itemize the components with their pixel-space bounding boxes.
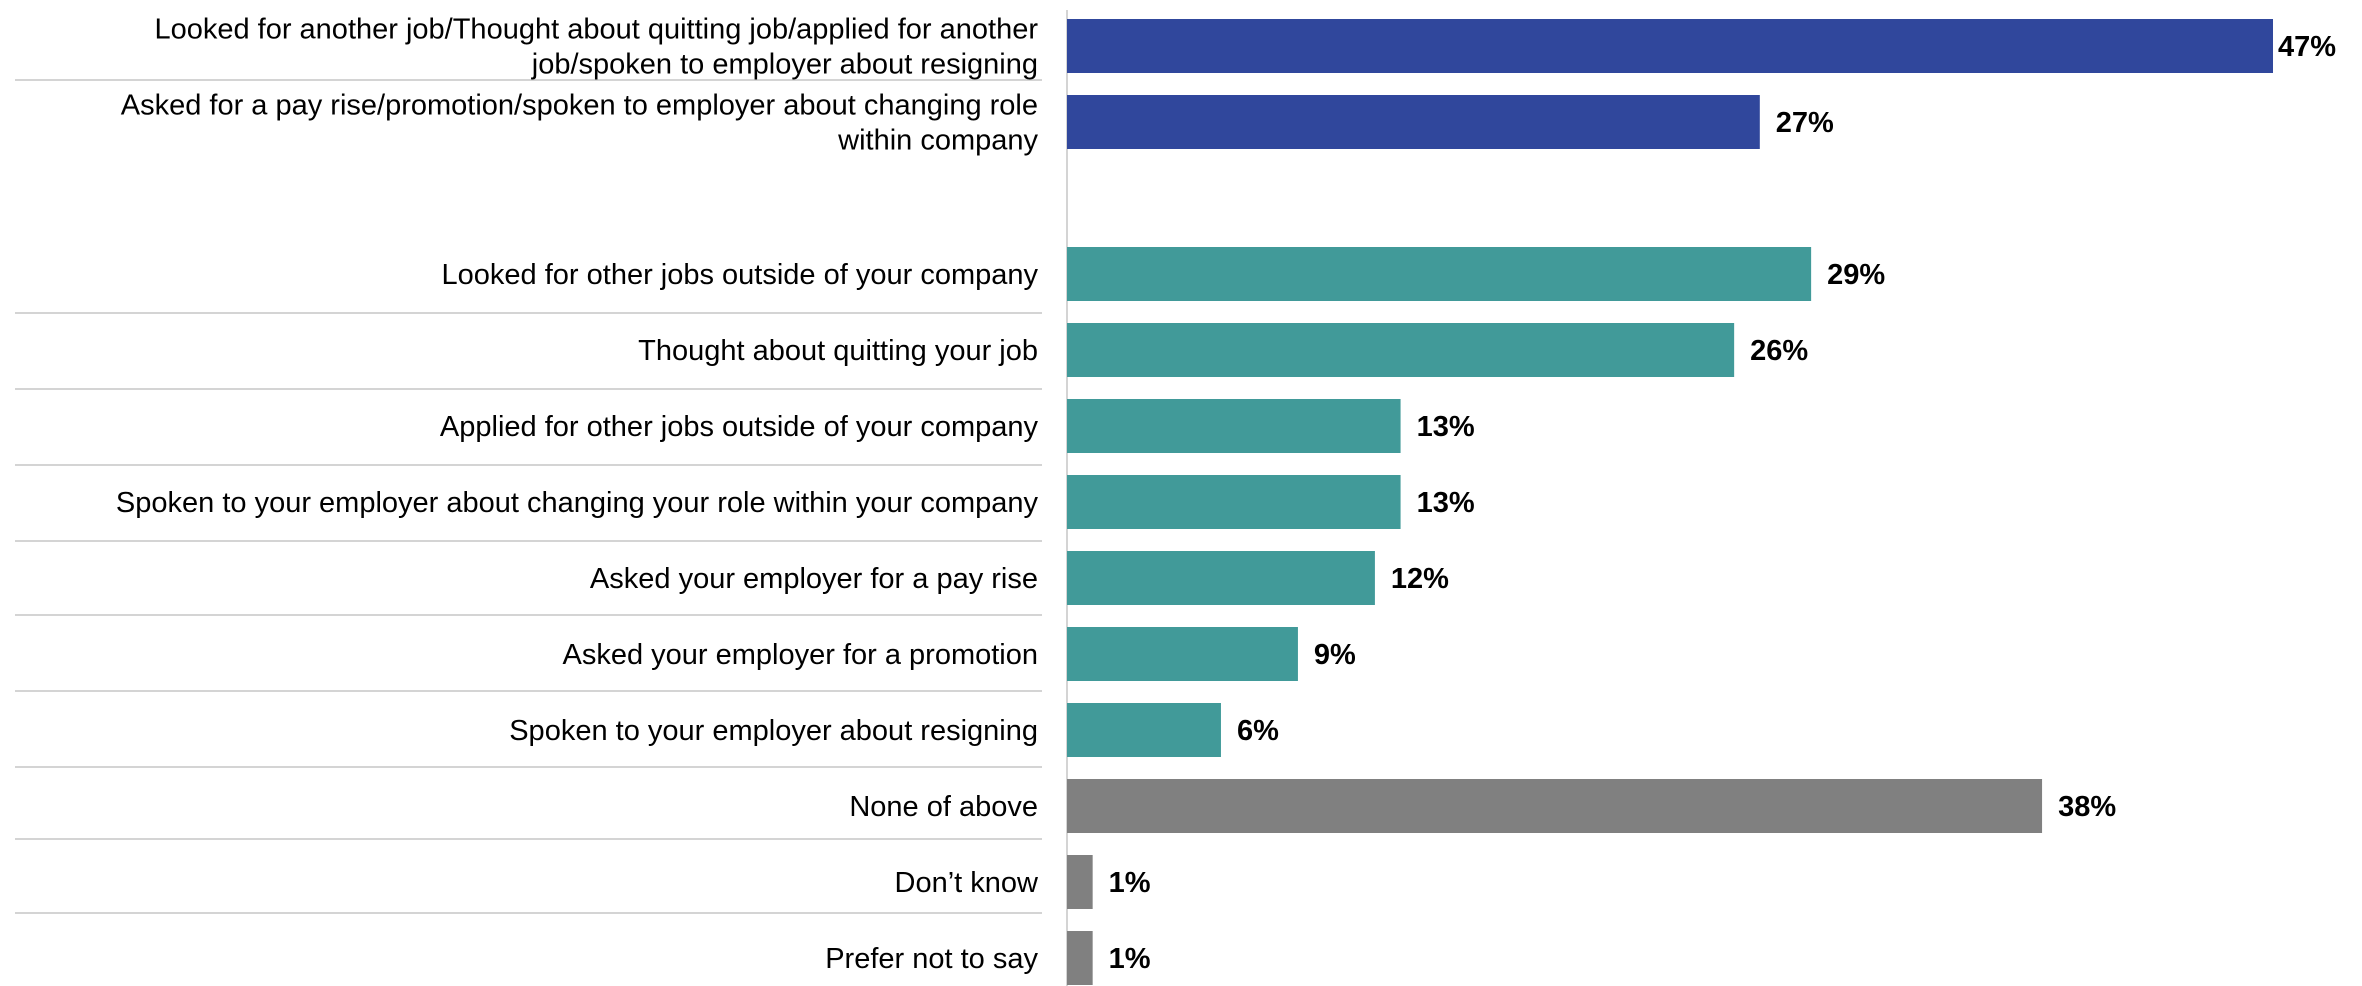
value-label: 13% bbox=[1417, 411, 1475, 443]
category-label: job/spoken to employer about resigning bbox=[531, 49, 1038, 81]
category-label: Looked for another job/Thought about qui… bbox=[154, 14, 1038, 46]
category-label: Thought about quitting your job bbox=[638, 335, 1038, 367]
bar bbox=[1067, 931, 1093, 985]
value-label: 26% bbox=[1750, 335, 1808, 367]
value-label: 13% bbox=[1417, 487, 1475, 519]
value-label: 38% bbox=[2058, 791, 2116, 823]
category-label: Spoken to your employer about resigning bbox=[509, 715, 1038, 747]
value-label: 1% bbox=[1109, 867, 1151, 899]
bar bbox=[1067, 475, 1401, 529]
bar bbox=[1067, 779, 2043, 833]
category-label: Applied for other jobs outside of your c… bbox=[440, 411, 1039, 443]
value-label: 27% bbox=[1776, 107, 1834, 139]
category-label: Asked for a pay rise/promotion/spoken to… bbox=[121, 90, 1038, 122]
category-label: Looked for other jobs outside of your co… bbox=[442, 259, 1039, 291]
bar bbox=[1067, 247, 1812, 301]
category-label: Asked your employer for a promotion bbox=[563, 639, 1039, 671]
bar bbox=[1067, 399, 1401, 453]
category-label: within company bbox=[837, 125, 1038, 157]
category-label: Spoken to your employer about changing y… bbox=[116, 487, 1039, 519]
bar bbox=[1067, 19, 2273, 73]
value-label: 12% bbox=[1391, 563, 1449, 595]
bar bbox=[1067, 95, 1760, 149]
value-label: 1% bbox=[1109, 943, 1151, 975]
value-label: 9% bbox=[1314, 639, 1356, 671]
value-labels: 47% 27% 29% 26% 13% 13% 12% 9% 6% 38% 1% 1% bbox=[1109, 31, 2337, 975]
category-label: Asked your employer for a pay rise bbox=[590, 563, 1038, 595]
value-label: 6% bbox=[1237, 715, 1279, 747]
bar bbox=[1067, 703, 1221, 757]
bars bbox=[1067, 19, 2273, 985]
category-labels: Looked for another job/Thought about qui… bbox=[116, 14, 1039, 976]
bar bbox=[1067, 855, 1093, 909]
category-label: Prefer not to say bbox=[825, 943, 1038, 975]
row-separators bbox=[15, 79, 1042, 914]
bar bbox=[1067, 627, 1298, 681]
category-label: None of above bbox=[849, 791, 1038, 823]
category-label: Don’t know bbox=[895, 867, 1040, 899]
value-label: 47% bbox=[2278, 31, 2336, 63]
bar bbox=[1067, 551, 1375, 605]
value-label: 29% bbox=[1827, 259, 1885, 291]
bar bbox=[1067, 323, 1735, 377]
